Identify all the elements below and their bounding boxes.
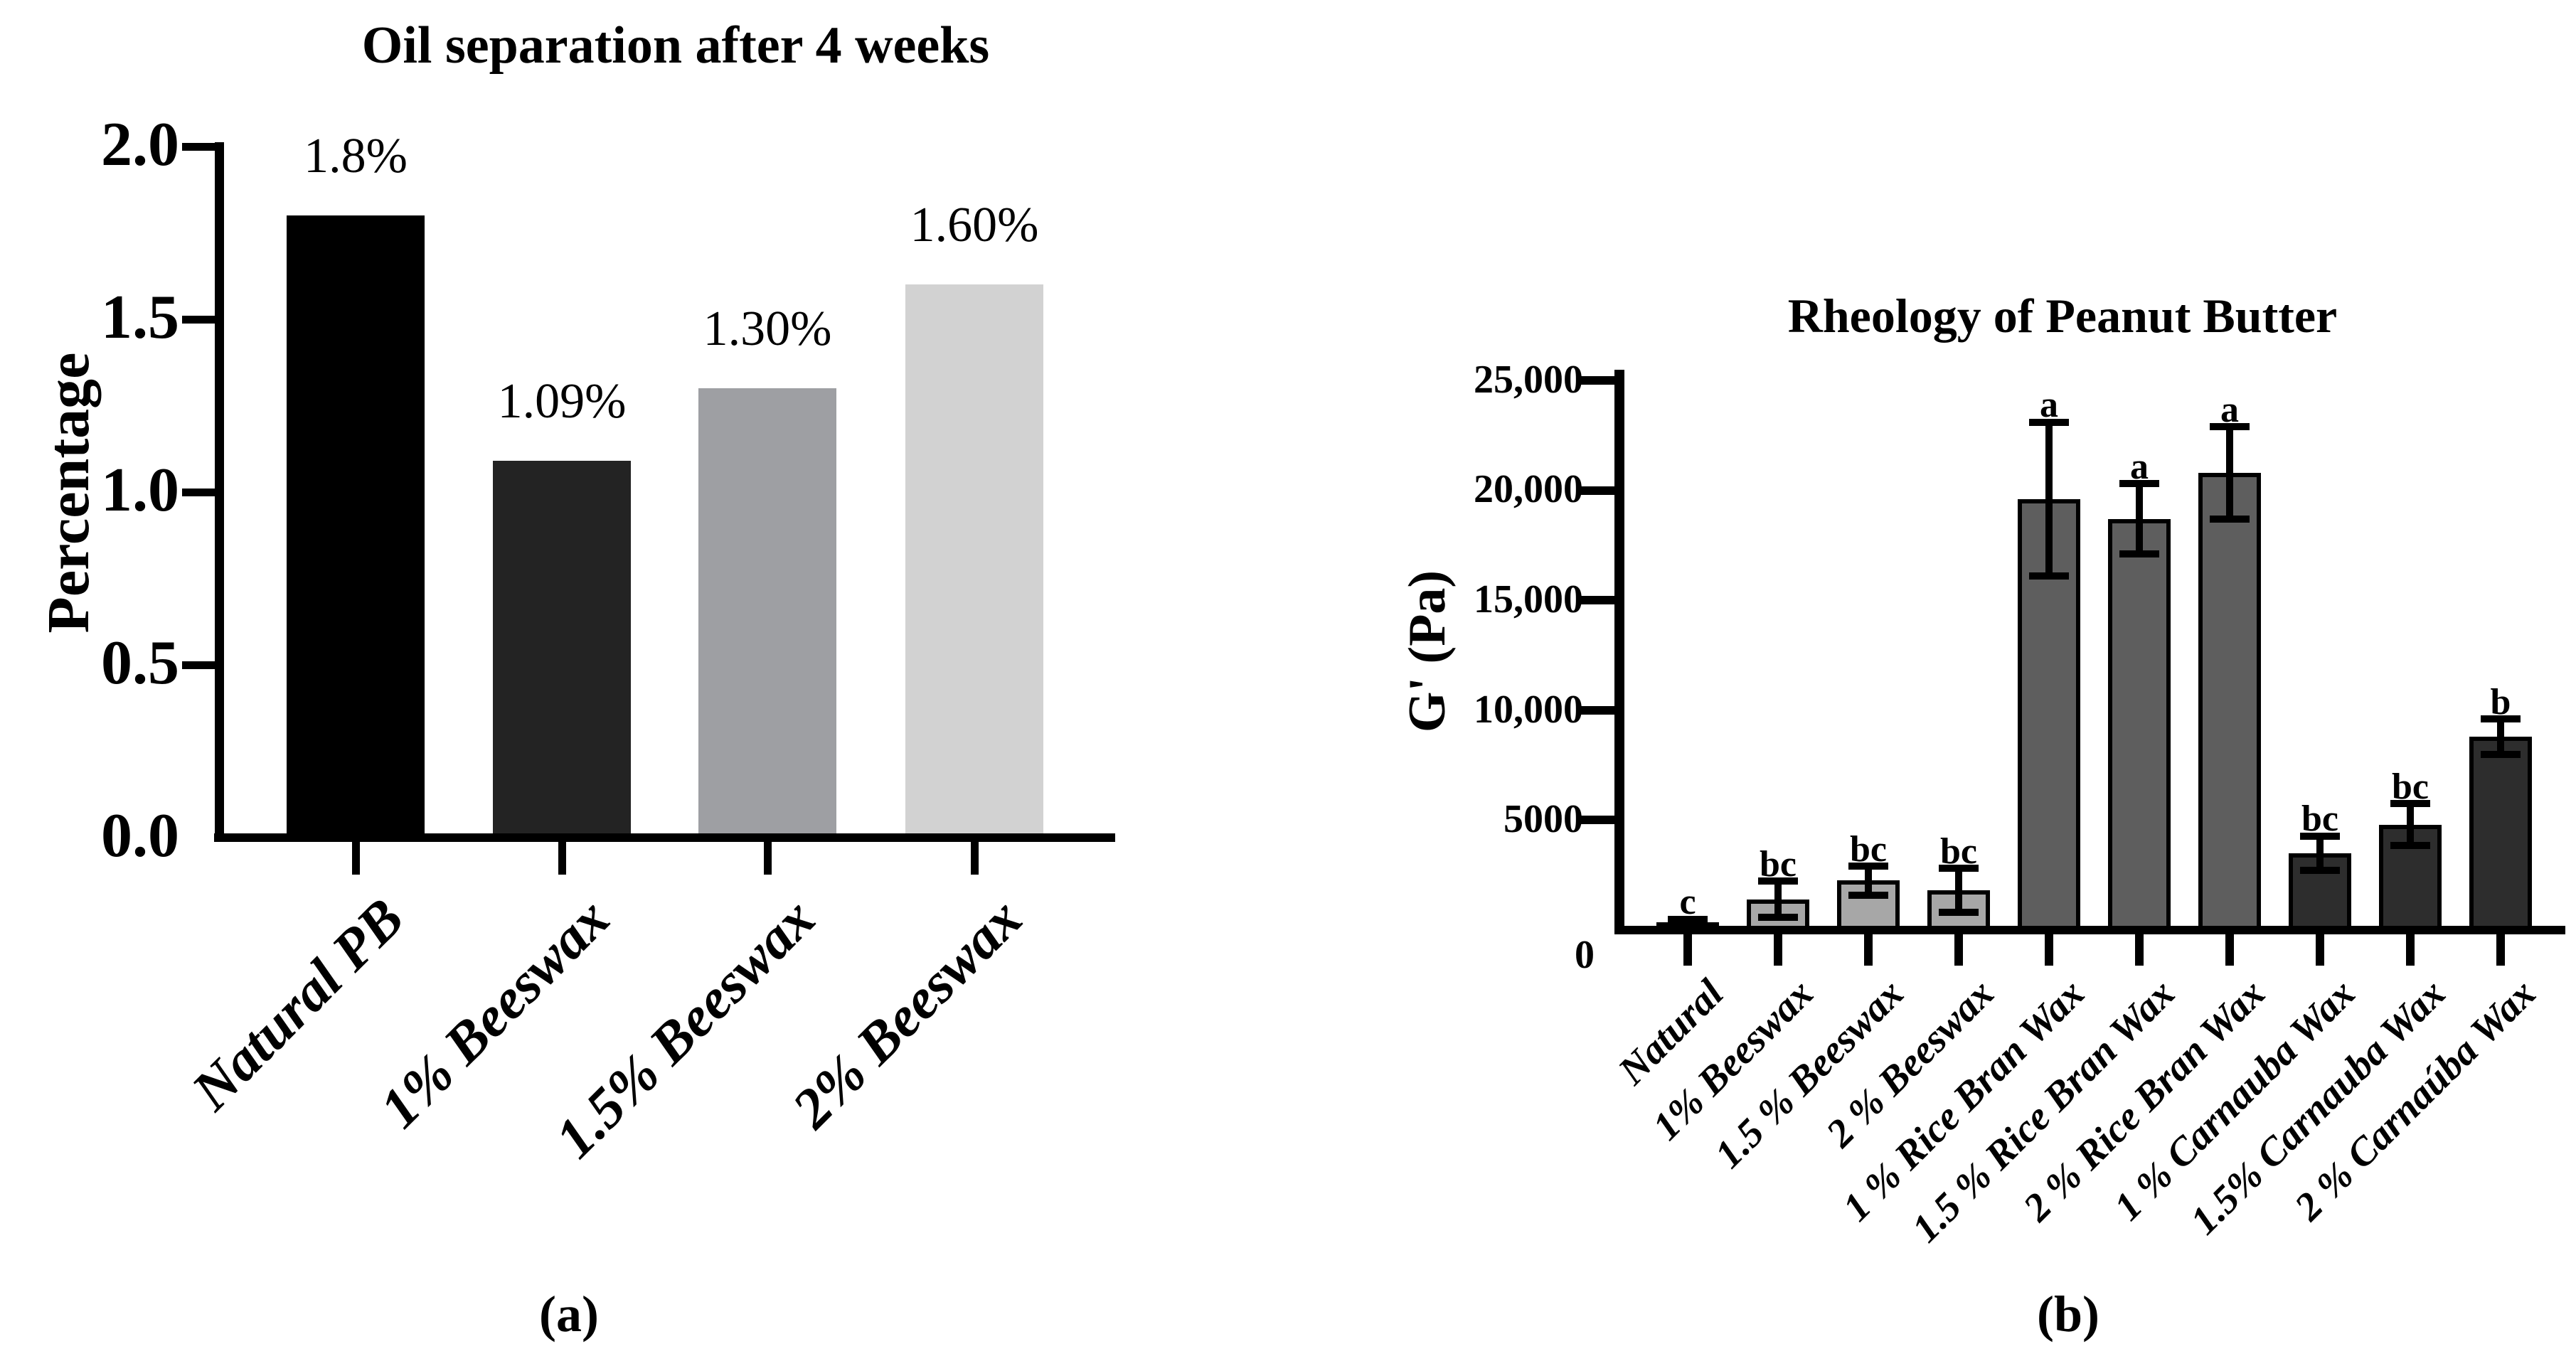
error-bar-cap-top xyxy=(2300,832,2340,840)
y-tick-mark xyxy=(181,488,218,496)
bar-value-label: 1.09% xyxy=(497,374,627,429)
y-tick-label: 0 xyxy=(1575,932,1595,977)
error-bar-line xyxy=(2226,426,2233,519)
error-bar-cap-bottom xyxy=(2119,550,2159,558)
x-tick-mark xyxy=(351,838,360,875)
error-bar-cap-top xyxy=(1758,877,1798,885)
chart-a-title: Oil separation after 4 weeks xyxy=(361,16,990,75)
error-bar-line xyxy=(2497,719,2504,754)
x-tick-mark xyxy=(2225,930,2234,966)
x-axis-line xyxy=(214,833,1115,842)
y-axis-line xyxy=(1614,370,1624,934)
significance-letter: a xyxy=(2220,389,2239,430)
error-bar-cap-top xyxy=(2029,418,2069,426)
chart-b-y-axis-label: G' (Pa) xyxy=(1398,570,1457,733)
y-tick-mark xyxy=(181,315,218,324)
y-tick-label: 0.0 xyxy=(101,801,179,871)
significance-letter: bc xyxy=(2301,799,2338,840)
caption-a: (a) xyxy=(539,1286,599,1343)
x-tick-mark xyxy=(1683,930,1692,966)
x-axis-line xyxy=(1614,926,2565,934)
y-tick-label: 20,000 xyxy=(1474,467,1583,512)
caption-b: (b) xyxy=(2037,1286,2099,1343)
y-tick-mark xyxy=(1579,705,1617,715)
bar-1-beeswax xyxy=(493,461,631,842)
x-tick-mark xyxy=(2496,930,2505,966)
error-bar-line xyxy=(1774,881,1782,918)
x-tick-mark xyxy=(970,838,979,875)
bar-1.5-beeswax xyxy=(698,388,836,842)
y-tick-label: 5000 xyxy=(1503,797,1583,842)
x-tick-mark xyxy=(2316,930,2324,966)
error-bar-cap-top xyxy=(1848,863,1888,870)
error-bar-cap-bottom xyxy=(2210,515,2250,523)
bar-value-label: 1.30% xyxy=(703,301,832,357)
bar-value-label: 1.60% xyxy=(910,198,1039,253)
bar-2-beeswax xyxy=(905,284,1043,842)
error-bar-cap-top xyxy=(1668,915,1708,923)
error-bar-line xyxy=(1955,868,1962,913)
y-tick-label: 15,000 xyxy=(1474,577,1583,622)
error-bar-line xyxy=(2407,804,2414,845)
y-tick-mark xyxy=(181,661,218,669)
x-tick-mark xyxy=(2045,930,2053,966)
x-tick-mark xyxy=(1864,930,1873,966)
y-tick-label: 2.0 xyxy=(101,110,179,180)
significance-letter: bc xyxy=(1760,843,1797,885)
bar-2-carna-ba-wax xyxy=(2469,736,2532,934)
error-bar-cap-bottom xyxy=(1668,922,1708,929)
significance-letter: b xyxy=(2490,681,2511,722)
error-bar-cap-bottom xyxy=(1939,909,1979,917)
significance-letter: a xyxy=(2040,385,2058,426)
x-tick-mark xyxy=(763,838,772,875)
y-tick-mark xyxy=(1579,486,1617,495)
y-tick-mark xyxy=(1579,376,1617,385)
bar-value-label: 1.8% xyxy=(304,129,408,184)
error-bar-cap-top xyxy=(2481,715,2521,723)
significance-letter: bc xyxy=(2392,766,2429,807)
y-tick-label: 1.0 xyxy=(101,456,179,525)
error-bar-cap-top xyxy=(2390,800,2430,808)
y-tick-label: 0.5 xyxy=(101,629,179,698)
y-tick-label: 25,000 xyxy=(1474,357,1583,402)
x-tick-mark xyxy=(558,838,566,875)
y-tick-mark xyxy=(1579,596,1617,605)
error-bar-cap-bottom xyxy=(2300,866,2340,874)
error-bar-line xyxy=(2316,836,2324,870)
error-bar-line xyxy=(1865,866,1872,895)
error-bar-cap-bottom xyxy=(2029,572,2069,580)
x-tick-mark xyxy=(2135,930,2144,966)
error-bar-cap-top xyxy=(2210,422,2250,430)
significance-letter: c xyxy=(1679,882,1696,923)
error-bar-line xyxy=(2045,422,2053,577)
y-tick-label: 1.5 xyxy=(101,283,179,353)
bar-natural-pb xyxy=(287,215,425,842)
x-tick-mark xyxy=(1954,930,1963,966)
bar-1.5-rice-bran-wax xyxy=(2108,518,2171,934)
error-bar-cap-top xyxy=(1939,865,1979,872)
error-bar-line xyxy=(2136,484,2143,555)
x-tick-mark xyxy=(1774,930,1782,966)
significance-letter: bc xyxy=(1850,828,1887,870)
y-tick-mark xyxy=(1579,816,1617,825)
error-bar-cap-bottom xyxy=(1848,891,1888,899)
chart-a-y-axis-label: Percentage xyxy=(36,352,102,634)
bar-2-rice-bran-wax xyxy=(2198,472,2261,934)
y-tick-mark xyxy=(181,142,218,151)
error-bar-cap-bottom xyxy=(1758,914,1798,922)
significance-letter: a xyxy=(2130,446,2149,487)
error-bar-cap-bottom xyxy=(2390,841,2430,849)
x-tick-mark xyxy=(2406,930,2415,966)
error-bar-cap-bottom xyxy=(2481,750,2521,758)
y-tick-label: 10,000 xyxy=(1474,687,1583,732)
chart-b-title: Rheology of Peanut Butter xyxy=(1787,289,2338,343)
significance-letter: bc xyxy=(1940,831,1977,872)
error-bar-cap-top xyxy=(2119,480,2159,488)
